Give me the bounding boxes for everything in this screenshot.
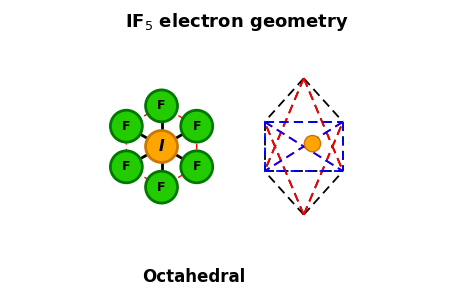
Circle shape — [304, 135, 320, 152]
Circle shape — [146, 90, 177, 122]
Circle shape — [110, 151, 142, 183]
Circle shape — [146, 131, 177, 162]
Text: F: F — [157, 180, 166, 194]
Circle shape — [146, 171, 177, 203]
Text: F: F — [122, 160, 131, 173]
Text: F: F — [192, 120, 201, 133]
Circle shape — [110, 110, 142, 142]
Text: I: I — [159, 139, 164, 154]
Text: Octahedral: Octahedral — [142, 268, 245, 286]
Text: IF$_5$ electron geometry: IF$_5$ electron geometry — [125, 11, 349, 33]
Text: F: F — [192, 160, 201, 173]
Circle shape — [181, 110, 213, 142]
Text: F: F — [122, 120, 131, 133]
Circle shape — [181, 151, 213, 183]
Text: F: F — [157, 99, 166, 113]
